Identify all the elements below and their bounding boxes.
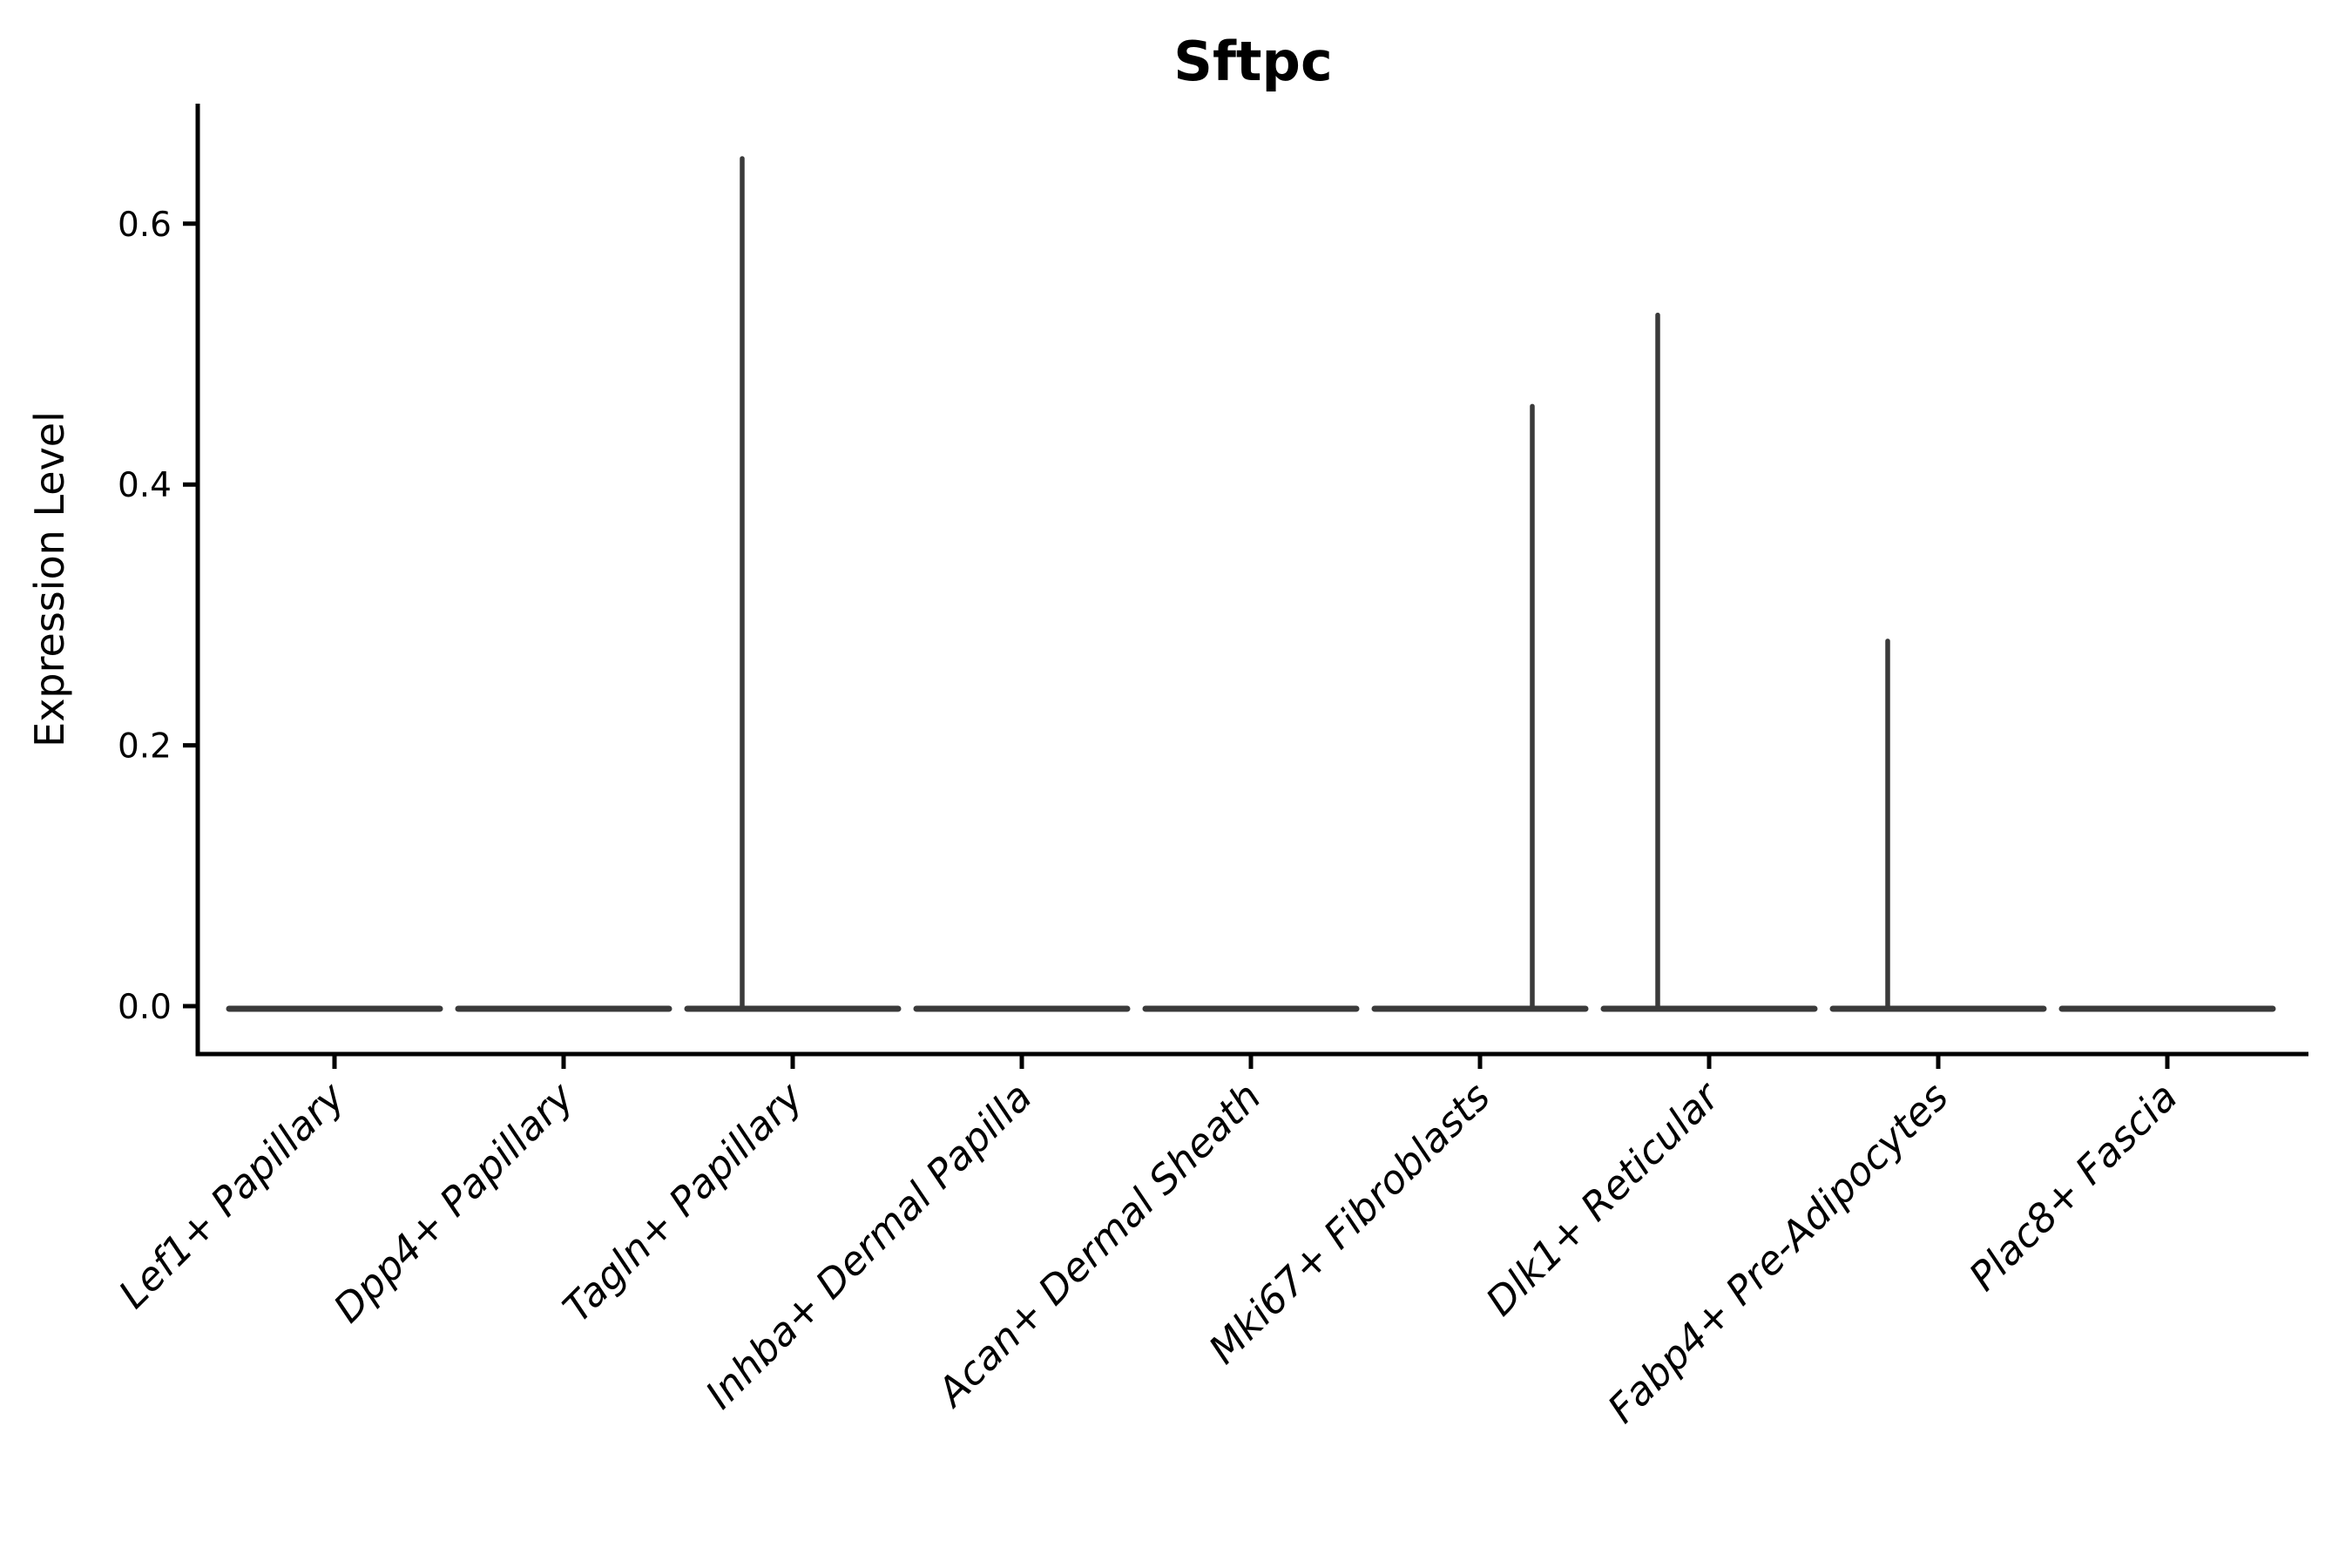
x-tick-label: Lef1+ Papillary — [110, 1072, 355, 1317]
axes-spines — [195, 104, 2308, 1057]
chart-title: Sftpc — [1173, 30, 1333, 93]
x-tick-label: Plac8+ Fascia — [1960, 1073, 2186, 1300]
y-tick-label: 0.6 — [118, 206, 172, 245]
y-tick-label: 0.2 — [118, 727, 172, 767]
y-tick-label: 0.4 — [118, 466, 172, 505]
x-tick-label: Dlk1+ Reticular — [1477, 1072, 1729, 1325]
x-tick-label: Dpp4+ Papillary — [325, 1072, 584, 1331]
y-tick-label: 0.0 — [118, 988, 172, 1027]
x-tick-label: Tagln+ Papillary — [554, 1072, 813, 1331]
